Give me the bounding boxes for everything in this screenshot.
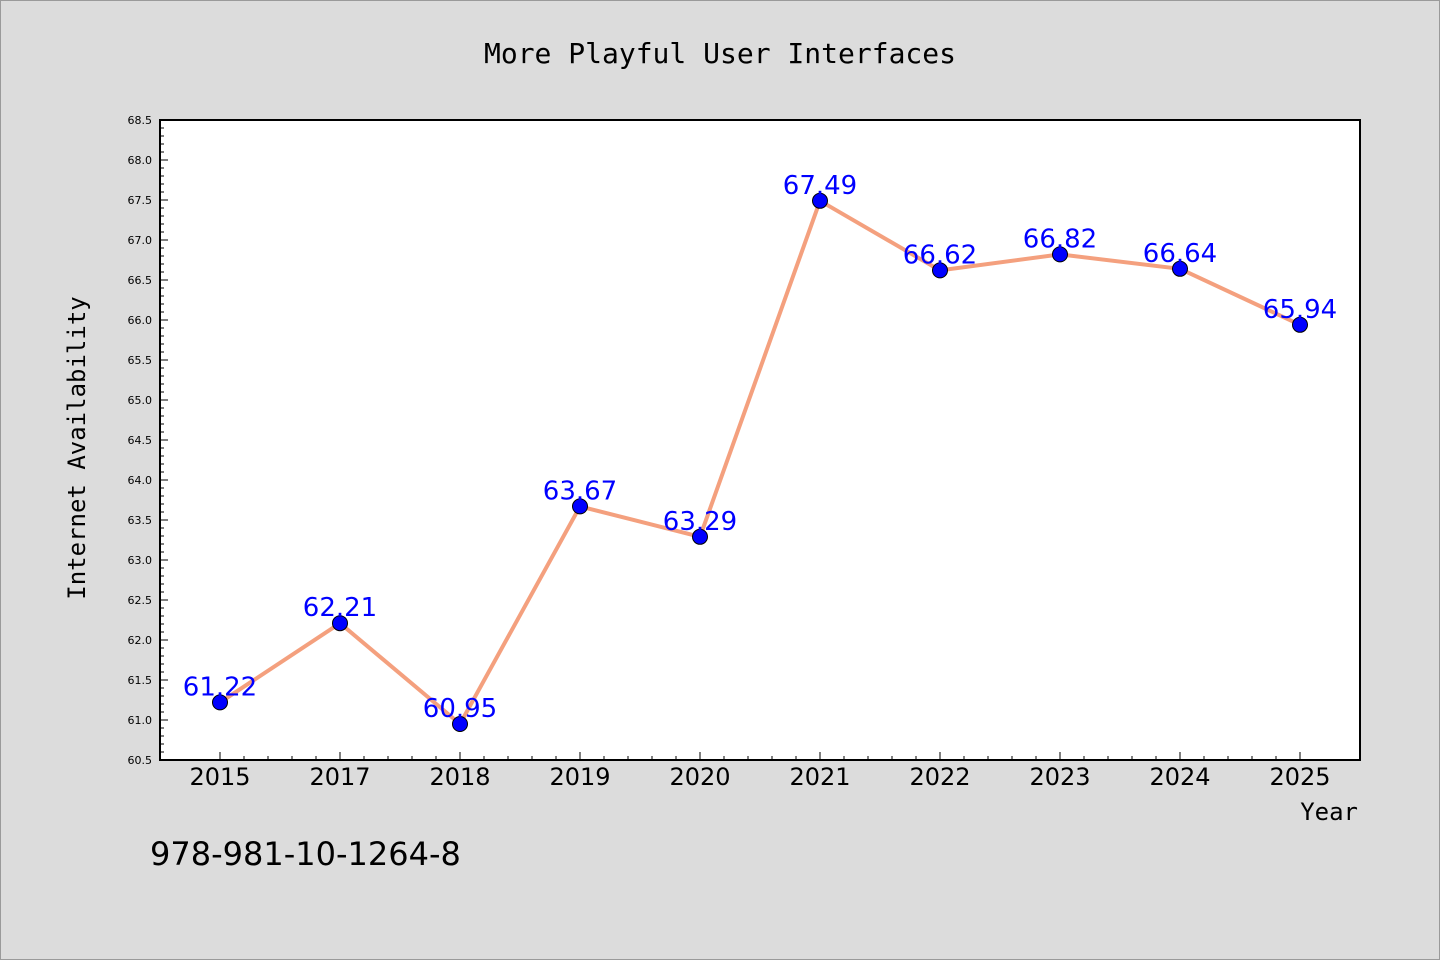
y-axis-label: Internet Availability: [63, 296, 91, 599]
data-point-marker: [1052, 246, 1068, 263]
y-tick-label: 67.5: [128, 194, 153, 207]
isbn-label: 978-981-10-1264-8: [150, 835, 461, 873]
y-tick-label: 65.5: [128, 354, 153, 367]
data-label: 63.67: [543, 476, 617, 506]
y-tick-label: 61.5: [128, 674, 153, 687]
y-tick-label: 62.5: [128, 594, 153, 607]
x-tick-label: 2021: [789, 763, 850, 791]
y-tick-label: 66.5: [128, 274, 153, 287]
y-tick-label: 60.5: [128, 754, 153, 767]
data-label: 66.64: [1143, 239, 1217, 269]
x-tick-label: 2018: [429, 763, 490, 791]
data-point-marker: [1292, 316, 1308, 333]
x-tick-label: 2019: [549, 763, 610, 791]
x-tick-label: 2022: [909, 763, 970, 791]
data-point-marker: [212, 694, 228, 711]
data-label: 62.21: [303, 593, 377, 623]
y-tick-label: 64.0: [128, 474, 153, 487]
x-tick-label: 2025: [1269, 763, 1330, 791]
y-tick-label: 64.5: [128, 434, 153, 447]
x-axis: 2015 2017 2018 2019 2020 2021 2022 2023 2024 2025: [189, 752, 1331, 791]
series-line: [218, 198, 1302, 726]
data-label: 63.29: [663, 507, 737, 537]
x-tick-label: 2023: [1029, 763, 1090, 791]
data-point-marker: [692, 528, 708, 545]
series-group: 61.22 62.21 60.95 63.67 63.29 67.49 66.62 66.82…: [183, 171, 1337, 732]
y-axis: 60.5 61.0 61.5 62.0 62.5 63.0 63.5 64.0 64.5 65.0…: [128, 114, 168, 767]
y-tick-label: 66.0: [128, 314, 153, 327]
y-tick-label: 63.5: [128, 514, 153, 527]
data-point-marker: [932, 262, 948, 279]
x-axis-label: Year: [1300, 798, 1358, 826]
x-tick-label: 2017: [309, 763, 370, 791]
plot-frame: [159, 119, 1361, 761]
y-tick-label: 62.0: [128, 634, 153, 647]
x-tick-label: 2024: [1149, 763, 1210, 791]
data-label: 67.49: [783, 171, 857, 201]
chart-title: More Playful User Interfaces: [484, 37, 956, 70]
data-label: 66.82: [1023, 224, 1097, 254]
data-label: 65.94: [1263, 295, 1337, 325]
data-label: 66.62: [903, 240, 977, 270]
y-tick-label: 68.0: [128, 154, 153, 167]
data-point-marker: [572, 498, 588, 515]
data-point-marker: [812, 192, 828, 209]
x-tick-label: 2020: [669, 763, 730, 791]
y-tick-label: 67.0: [128, 234, 153, 247]
data-point-marker: [452, 716, 468, 732]
x-tick-label: 2015: [189, 763, 250, 791]
plot-area: [160, 120, 1360, 760]
data-point-marker: [1172, 260, 1188, 277]
y-tick-label: 68.5: [128, 114, 153, 127]
data-label: 61.22: [183, 672, 257, 702]
y-tick-label: 61.0: [128, 714, 153, 727]
data-point-marker: [332, 615, 348, 632]
data-label: 60.95: [423, 694, 497, 724]
y-tick-label: 63.0: [128, 554, 153, 567]
y-tick-label: 65.0: [128, 394, 153, 407]
